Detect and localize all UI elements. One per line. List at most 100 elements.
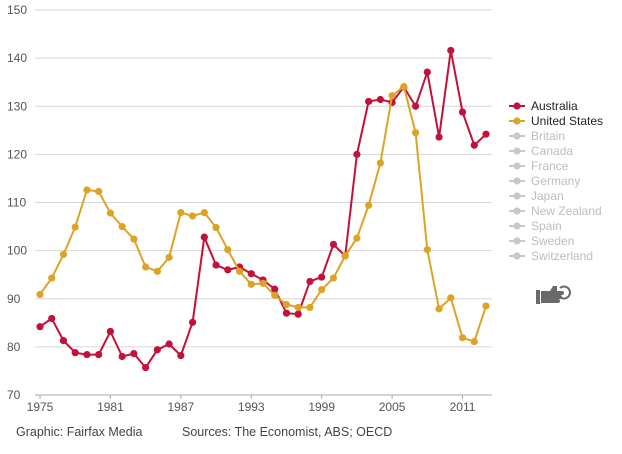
legend-item-new-zealand[interactable]: New Zealand <box>509 204 602 218</box>
data-point <box>83 350 91 359</box>
legend-label: Canada <box>531 144 573 158</box>
legend-label: Switzerland <box>531 249 593 263</box>
data-point <box>235 267 244 275</box>
data-point <box>212 261 220 269</box>
legend-label: Germany <box>531 174 580 188</box>
data-point <box>482 302 490 310</box>
legend-item-switzerland[interactable]: Switzerland <box>509 249 593 263</box>
series-lines <box>36 46 490 372</box>
legend-swatch-marker <box>513 132 521 140</box>
legend-item-sweden[interactable]: Sweden <box>509 234 574 248</box>
series-united-states <box>36 82 490 346</box>
data-point <box>177 209 185 217</box>
data-point <box>83 186 91 194</box>
data-point <box>153 267 161 275</box>
data-point <box>365 201 373 209</box>
data-point <box>36 323 44 331</box>
legend-item-france[interactable]: France <box>509 159 569 173</box>
data-point <box>376 159 384 167</box>
axes: 70 80 90 100 110 120 130 140 150 1975 1981 1987 1993… <box>7 3 476 414</box>
legend-swatch-marker <box>513 207 521 215</box>
data-point <box>142 263 150 271</box>
x-tick-label: 1987 <box>167 400 194 414</box>
x-tick-label: 2005 <box>379 400 406 414</box>
data-point <box>224 266 232 274</box>
data-point <box>95 350 103 359</box>
data-point <box>388 92 396 100</box>
data-point <box>423 68 431 76</box>
x-tick-label: 1975 <box>27 400 54 414</box>
y-tick-label: 130 <box>7 99 27 113</box>
y-tick-label: 140 <box>7 51 27 65</box>
data-point <box>271 291 279 299</box>
data-point <box>294 310 302 318</box>
legend-swatch-marker <box>513 102 521 110</box>
legend-item-spain[interactable]: Spain <box>509 219 562 233</box>
legend-item-japan[interactable]: Japan <box>509 189 564 203</box>
data-point <box>71 349 79 357</box>
legend-swatch-marker <box>513 117 521 125</box>
legend-label: Japan <box>531 189 564 203</box>
legend-swatch-marker <box>513 222 521 230</box>
legend-item-australia[interactable]: Australia <box>509 99 578 113</box>
data-point <box>353 150 361 158</box>
y-tick-label: 120 <box>7 147 27 161</box>
legend-item-canada[interactable]: Canada <box>509 144 573 158</box>
data-point <box>294 303 302 312</box>
data-point <box>118 222 126 231</box>
legend-item-united-states[interactable]: United States <box>509 114 603 128</box>
series-line <box>39 84 487 343</box>
legend-label: New Zealand <box>531 204 602 218</box>
data-point <box>188 212 197 220</box>
data-point <box>306 277 314 286</box>
pointing-hand-reset-icon[interactable] <box>534 282 574 306</box>
data-point <box>447 294 455 302</box>
data-point <box>329 240 338 248</box>
data-point <box>142 363 150 372</box>
sources-note: Sources: The Economist, ABS; OECD <box>182 425 393 439</box>
graphic-credit: Graphic: Fairfax Media <box>16 425 143 439</box>
data-point <box>106 327 115 336</box>
data-point <box>247 280 255 288</box>
data-point <box>282 300 291 309</box>
data-point <box>130 350 138 358</box>
data-point <box>447 46 455 55</box>
data-point <box>435 305 443 313</box>
data-point <box>247 270 255 278</box>
y-tick-label: 70 <box>7 388 21 402</box>
series-australia <box>36 46 490 372</box>
data-point <box>306 303 314 312</box>
data-point <box>411 129 420 137</box>
legend-label: France <box>531 159 569 173</box>
data-point <box>376 95 384 104</box>
data-point <box>259 279 267 287</box>
data-point <box>36 290 44 299</box>
data-point <box>59 337 68 345</box>
data-point <box>470 141 478 149</box>
legend-swatch-marker <box>513 162 521 170</box>
y-tick-label: 100 <box>7 244 27 258</box>
data-point <box>48 274 56 282</box>
y-tick-label: 110 <box>7 196 26 210</box>
legend-item-britain[interactable]: Britain <box>509 129 565 143</box>
legend-label: United States <box>531 114 603 128</box>
y-tick-label: 90 <box>7 292 21 306</box>
x-tick-label: 1981 <box>97 400 124 414</box>
data-point <box>318 273 326 281</box>
data-point <box>470 337 478 346</box>
data-point <box>271 285 279 293</box>
data-point <box>212 223 220 232</box>
data-point <box>435 133 443 141</box>
x-tick-label: 1999 <box>308 400 335 414</box>
data-point <box>458 108 467 116</box>
data-point <box>130 235 138 243</box>
data-point <box>318 286 326 294</box>
data-point <box>165 340 173 348</box>
legend-item-germany[interactable]: Germany <box>509 174 580 188</box>
data-point <box>353 234 361 242</box>
legend-swatch-marker <box>513 252 521 260</box>
data-point <box>365 97 373 106</box>
y-tick-label: 80 <box>7 340 21 354</box>
